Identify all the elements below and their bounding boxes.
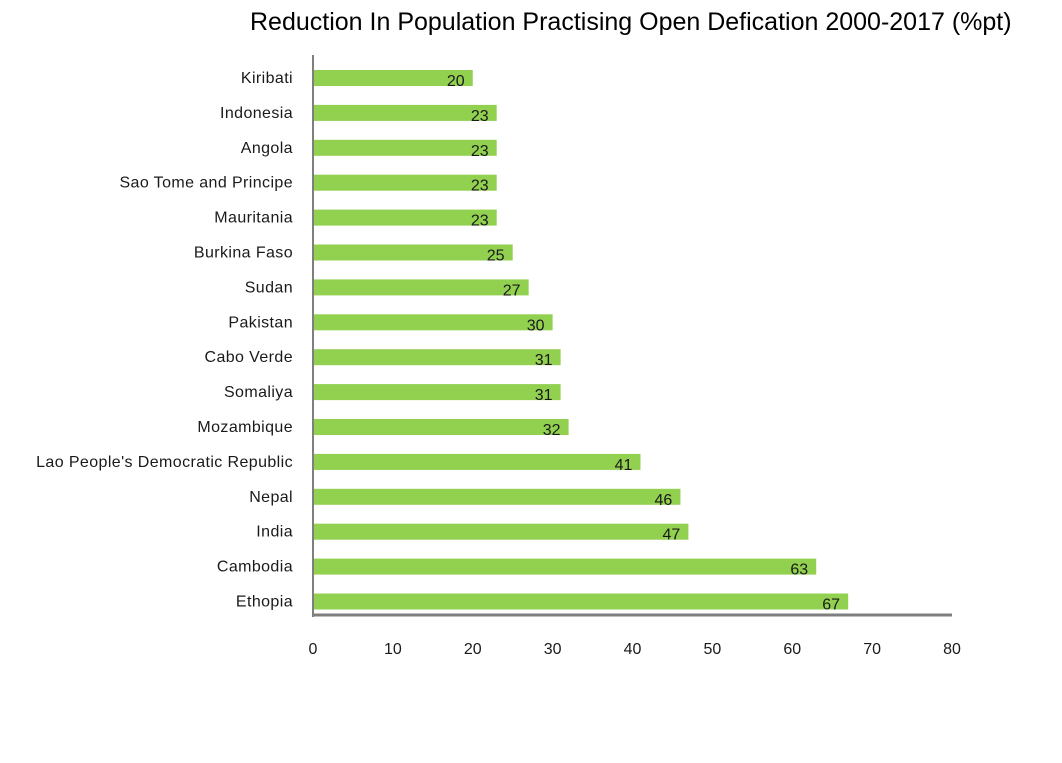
data-label: 67	[822, 597, 840, 614]
category-label: Sudan	[245, 279, 293, 296]
bar	[313, 558, 817, 575]
category-label: Sao Tome and Principe	[119, 175, 293, 192]
bar	[313, 488, 681, 505]
x-tick-label: 30	[544, 641, 562, 658]
x-tick-label: 20	[464, 641, 482, 658]
bar	[313, 209, 497, 226]
x-tick-label: 0	[309, 641, 318, 658]
category-label: Nepal	[249, 489, 293, 506]
data-label: 41	[615, 457, 633, 474]
data-label: 31	[535, 352, 553, 369]
category-label: Somaliya	[224, 384, 293, 401]
category-label: Burkina Faso	[194, 245, 293, 262]
category-label: Ethopia	[236, 594, 293, 611]
data-label: 47	[663, 527, 681, 544]
data-label: 25	[487, 248, 505, 265]
category-label: India	[256, 524, 293, 541]
data-label: 20	[447, 73, 465, 90]
bar	[313, 349, 561, 366]
bar	[313, 419, 569, 435]
category-label: Lao People's Democratic Republic	[36, 454, 293, 471]
data-label: 23	[471, 213, 489, 230]
bar	[313, 314, 553, 331]
x-tick-label: 10	[384, 641, 402, 658]
category-label: Cabo Verde	[204, 349, 293, 366]
x-tick-label: 70	[863, 641, 881, 658]
data-label: 63	[790, 562, 808, 579]
category-label: Indonesia	[220, 105, 293, 122]
bar	[313, 139, 497, 156]
category-label: Kiribati	[241, 70, 293, 87]
category-label: Angola	[241, 140, 293, 157]
bar	[313, 244, 513, 261]
category-label: Cambodia	[217, 559, 293, 576]
x-tick-label: 40	[624, 641, 642, 658]
bar	[313, 523, 689, 540]
bar	[313, 453, 641, 470]
data-label: 23	[471, 108, 489, 125]
bar	[313, 70, 473, 86]
data-label: 27	[503, 282, 521, 299]
data-label: 32	[543, 422, 561, 439]
x-tick-label: 80	[943, 641, 961, 658]
data-label: 23	[471, 143, 489, 160]
data-label: 30	[527, 317, 545, 334]
data-label: 31	[535, 387, 553, 404]
bar	[313, 104, 497, 121]
category-label: Mozambique	[197, 419, 293, 436]
x-tick-label: 50	[703, 641, 721, 658]
bar	[313, 174, 497, 191]
bar	[313, 593, 849, 610]
bar	[313, 384, 561, 401]
x-tick-label: 60	[783, 641, 801, 658]
category-label: Mauritania	[214, 210, 293, 227]
data-label: 46	[655, 492, 673, 509]
bar	[313, 279, 529, 296]
chart-title: Reduction In Population Practising Open …	[250, 8, 1012, 36]
category-label: Pakistan	[228, 314, 293, 331]
data-label: 23	[471, 178, 489, 195]
